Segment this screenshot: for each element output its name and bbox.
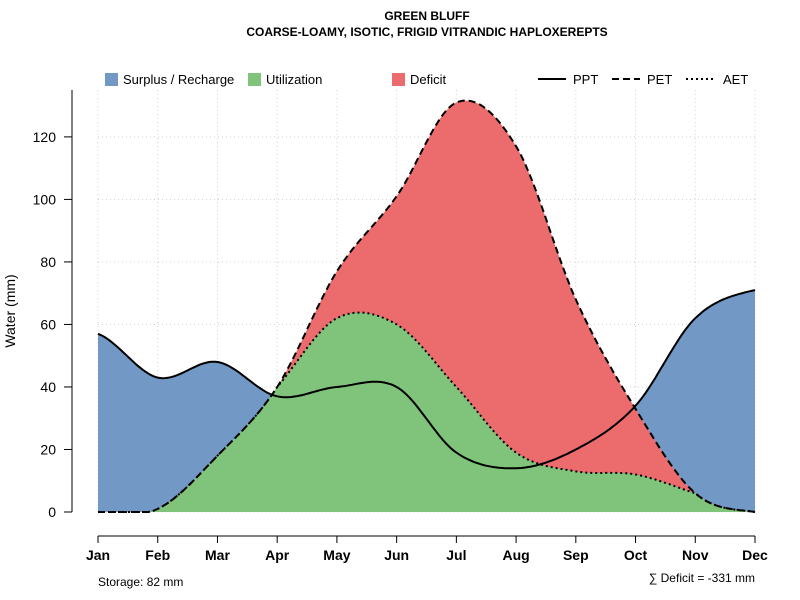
legend-swatch-utilization	[248, 73, 261, 86]
x-tick-label-aug: Aug	[502, 547, 529, 563]
deficit-annotation: ∑ Deficit = -331 mm	[649, 571, 755, 585]
x-tick-label-oct: Oct	[624, 547, 648, 563]
x-axis-ticks: Jan Feb Mar Apr May Jun Jul Aug Sep Oct Nov Dec	[86, 536, 768, 563]
legend-label-aet: AET	[723, 72, 748, 87]
y-tick-label: 80	[40, 254, 56, 270]
y-tick-label: 60	[40, 316, 56, 332]
y-tick-label: 40	[40, 379, 56, 395]
legend-label-pet: PET	[647, 72, 672, 87]
series-line-aet	[98, 311, 756, 513]
legend-label-deficit: Deficit	[410, 72, 447, 87]
legend-swatch-surplus-recharge	[105, 73, 118, 86]
chart-subtitle: COARSE-LOAMY, ISOTIC, FRIGID VITRANDIC H…	[246, 25, 607, 39]
y-tick-label: 20	[40, 441, 56, 457]
series-line-ppt	[97, 289, 756, 470]
x-tick-label-apr: Apr	[265, 547, 290, 563]
area-surplus-overlay	[98, 290, 755, 512]
x-tick-label-mar: Mar	[205, 547, 230, 563]
area-fills	[98, 100, 755, 512]
x-tick-label-nov: Nov	[682, 547, 709, 563]
axes	[71, 90, 755, 537]
legend-label-surplus-recharge: Surplus / Recharge	[123, 72, 234, 87]
x-tick-label-jun: Jun	[384, 547, 409, 563]
legend-swatch-deficit	[392, 73, 405, 86]
legend: Surplus / Recharge Utilization Deficit P…	[105, 72, 748, 87]
x-tick-label-jul: Jul	[446, 547, 466, 563]
x-tick-label-feb: Feb	[145, 547, 170, 563]
y-axis-label: Water (mm)	[2, 274, 18, 347]
x-tick-label-sep: Sep	[563, 547, 589, 563]
y-tick-label: 120	[33, 129, 57, 145]
y-tick-label: 100	[33, 191, 57, 207]
x-tick-label-jan: Jan	[86, 547, 110, 563]
series-lines	[97, 99, 756, 513]
y-axis-ticks: 0 20 40 60 80 100 120	[33, 129, 72, 520]
x-tick-label-may: May	[323, 547, 350, 563]
legend-label-utilization: Utilization	[266, 72, 322, 87]
chart-title: GREEN BLUFF	[384, 9, 469, 23]
storage-annotation: Storage: 82 mm	[98, 575, 183, 589]
legend-label-ppt: PPT	[573, 72, 598, 87]
x-tick-label-dec: Dec	[742, 547, 768, 563]
area-utilization	[98, 312, 755, 512]
y-tick-label: 0	[48, 504, 56, 520]
